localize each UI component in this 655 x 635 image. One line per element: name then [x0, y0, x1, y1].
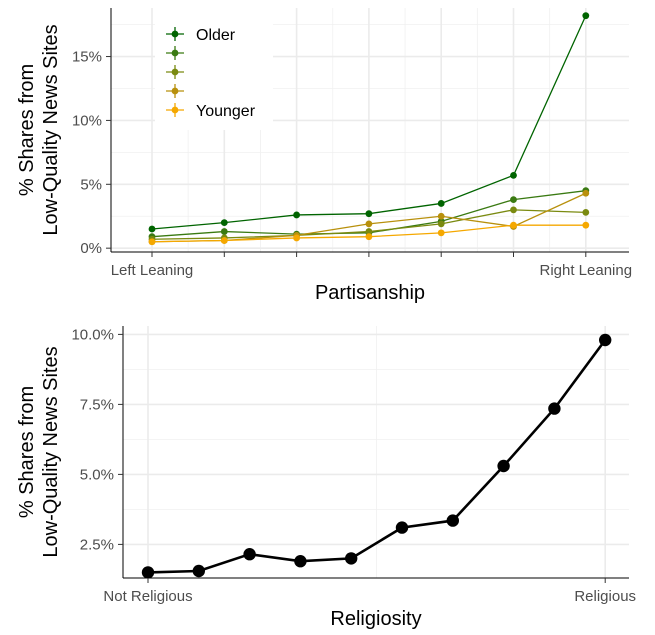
data-point [582, 189, 590, 197]
data-point [582, 12, 590, 20]
data-point [220, 237, 228, 244]
x-tick-label: Not Religious [103, 588, 192, 605]
data-point [220, 219, 228, 227]
data-point [192, 564, 205, 578]
x-tick-label: Left Leaning [111, 262, 194, 279]
data-point [446, 514, 459, 527]
data-point [510, 196, 517, 204]
legend: Older Younger [155, 5, 273, 130]
data-point [548, 402, 561, 415]
data-point [141, 566, 155, 579]
y-tick-label: 10% [72, 112, 102, 129]
data-point [437, 212, 445, 220]
data-point [293, 234, 300, 242]
y-tick-label: 0% [80, 240, 102, 257]
data-point [365, 210, 373, 218]
series-5 [148, 221, 590, 246]
data-point [599, 333, 612, 347]
data-point [365, 233, 373, 241]
data-point [497, 459, 510, 473]
legend-key-point [171, 87, 179, 95]
legend-key-point [171, 30, 179, 38]
data-point [148, 238, 156, 246]
y-axis-title: % Shares from Low-Quality News Sites [16, 24, 62, 235]
legend-key-point [171, 106, 179, 114]
data-point [365, 220, 373, 228]
legend-key-point [171, 49, 179, 57]
data-point [395, 521, 409, 534]
y-axis-title-line: Low-Quality News Sites [40, 346, 62, 557]
y-tick-label: 5.0% [80, 466, 114, 483]
partisanship-chart: Older Younger 0% 5% 10% 15% Left Leaning Right … [16, 5, 632, 304]
series-1 [141, 333, 612, 579]
legend-key-point [171, 68, 179, 76]
y-tick-label: 2.5% [80, 536, 114, 553]
data-point [148, 225, 156, 233]
data-point [510, 171, 517, 179]
y-axis-title-line: % Shares from [16, 386, 38, 518]
x-tick-label: Religious [574, 588, 636, 605]
x-axis-title: Partisanship [315, 282, 425, 304]
series-line [147, 339, 607, 574]
data-point [437, 220, 445, 228]
y-tick-label: 7.5% [80, 396, 114, 413]
data-point [243, 548, 256, 561]
y-tick-label: 10.0% [71, 326, 114, 343]
data-point [294, 555, 307, 568]
y-axis-title-line: Low-Quality News Sites [40, 24, 62, 235]
data-point [345, 552, 358, 565]
data-point [510, 221, 517, 229]
data-point [437, 229, 445, 237]
data-point [220, 228, 228, 235]
data-point [582, 208, 590, 216]
series-1 [148, 12, 590, 233]
data-point [293, 211, 300, 219]
data-point [437, 200, 445, 207]
y-tick-label: 15% [72, 49, 102, 66]
plot-background [123, 326, 629, 578]
x-axis-title: Religiosity [330, 608, 421, 630]
data-point [582, 221, 590, 229]
data-point [365, 228, 373, 235]
legend-label: Younger [196, 103, 256, 120]
y-axis-title-line: % Shares from [16, 64, 38, 196]
data-point [510, 206, 517, 214]
y-tick-label: 5% [80, 176, 102, 193]
religiosity-chart: 2.5% 5.0% 7.5% 10.0% Not Religious Religious R… [16, 326, 636, 630]
y-axis-title: % Shares from Low-Quality News Sites [16, 346, 62, 557]
x-tick-label: Right Leaning [540, 262, 633, 279]
legend-label: Older [196, 27, 236, 44]
